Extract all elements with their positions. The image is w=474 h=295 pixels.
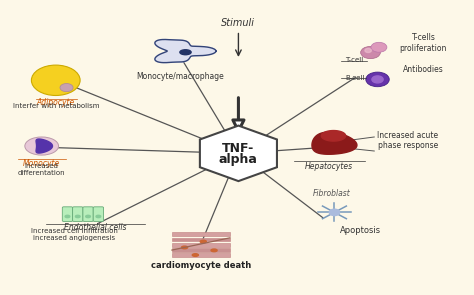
Text: Interfer with metabolism: Interfer with metabolism: [12, 103, 99, 109]
FancyBboxPatch shape: [62, 207, 73, 222]
Text: Increased
differentation: Increased differentation: [18, 163, 65, 176]
Text: Antibodies: Antibodies: [403, 65, 444, 74]
Text: Increased acute
phase response: Increased acute phase response: [377, 131, 438, 150]
Text: cardiomyocyte death: cardiomyocyte death: [151, 261, 251, 271]
Ellipse shape: [25, 137, 59, 155]
Circle shape: [366, 72, 389, 87]
Ellipse shape: [65, 215, 70, 218]
FancyBboxPatch shape: [172, 248, 230, 252]
FancyBboxPatch shape: [83, 207, 93, 222]
Circle shape: [60, 83, 73, 92]
Polygon shape: [155, 40, 216, 63]
Text: B-cell: B-cell: [345, 75, 364, 81]
Text: Apoptosis: Apoptosis: [340, 226, 381, 235]
Circle shape: [365, 48, 372, 53]
Ellipse shape: [86, 215, 91, 218]
Circle shape: [372, 76, 383, 83]
FancyBboxPatch shape: [172, 237, 230, 241]
Text: Adipocyte: Adipocyte: [36, 99, 75, 107]
Text: Monocyte: Monocyte: [23, 159, 60, 168]
Circle shape: [329, 209, 339, 216]
Polygon shape: [312, 132, 357, 154]
Ellipse shape: [75, 215, 80, 218]
FancyBboxPatch shape: [93, 207, 103, 222]
Polygon shape: [36, 139, 53, 153]
Ellipse shape: [182, 246, 188, 249]
Circle shape: [361, 46, 380, 59]
Text: Fibroblast: Fibroblast: [313, 189, 351, 198]
Text: Monocyte/macrophage: Monocyte/macrophage: [136, 72, 224, 81]
Ellipse shape: [180, 50, 191, 55]
Text: Hepatocytes: Hepatocytes: [305, 162, 353, 171]
Ellipse shape: [96, 215, 100, 218]
FancyBboxPatch shape: [172, 243, 230, 247]
Text: T-cells
proliferation: T-cells proliferation: [400, 33, 447, 53]
Text: T-cell: T-cell: [346, 58, 364, 63]
Text: Stimuli: Stimuli: [221, 18, 255, 28]
Circle shape: [31, 65, 80, 96]
Polygon shape: [200, 126, 277, 181]
Polygon shape: [321, 131, 346, 141]
Text: Endothelial cells: Endothelial cells: [64, 224, 127, 232]
Ellipse shape: [211, 249, 217, 252]
Text: alpha: alpha: [219, 153, 258, 166]
Text: TNF-: TNF-: [222, 142, 255, 155]
Circle shape: [371, 42, 387, 52]
FancyBboxPatch shape: [73, 207, 83, 222]
FancyBboxPatch shape: [172, 232, 230, 236]
Text: Increased cell infiltration
increased angiogenesis: Increased cell infiltration increased an…: [31, 228, 118, 241]
Ellipse shape: [200, 240, 206, 243]
Ellipse shape: [192, 254, 199, 256]
FancyBboxPatch shape: [172, 253, 230, 257]
